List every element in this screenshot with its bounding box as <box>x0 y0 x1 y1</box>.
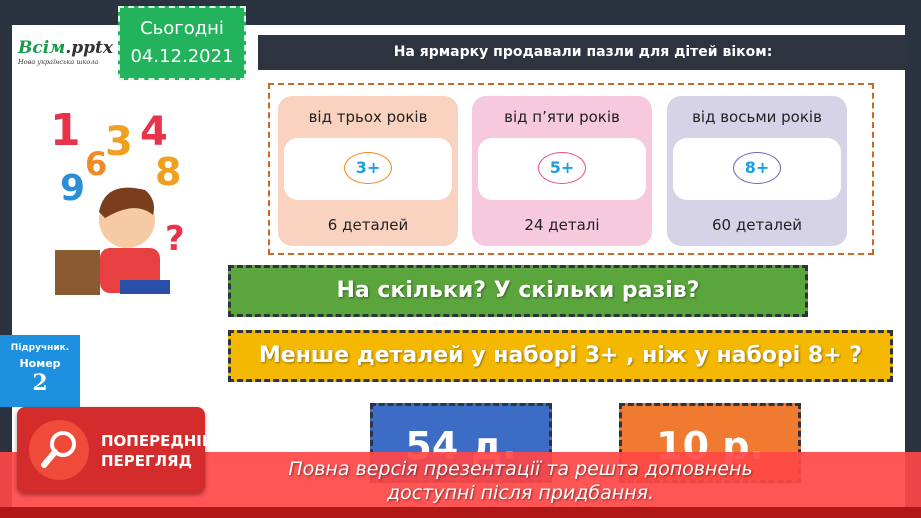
age-badge: 5+ <box>538 152 586 184</box>
logo: Всім.pptx Нова українська школа <box>18 38 113 66</box>
textbook-label: Підручник. <box>10 343 70 353</box>
question-bar-2: Менше деталей у наборі 3+ , ніж у наборі… <box>228 330 893 382</box>
numbers-boy-illustration: 1 3 4 6 8 9 ? <box>50 105 185 295</box>
age-badge: 8+ <box>733 152 781 184</box>
card-age-8: від восьми років 8+ 60 деталей <box>667 96 847 246</box>
banner-strip <box>0 507 921 518</box>
question-bar-1: На скільки? У скільки разів? <box>228 265 808 317</box>
svg-text:6: 6 <box>85 145 107 183</box>
card-age-5: від п’яти років 5+ 24 деталі <box>472 96 652 246</box>
age-badge: 3+ <box>344 152 392 184</box>
page-title: На ярмарку продавали пазли для дітей вік… <box>258 35 908 70</box>
date-badge: Сьогодні 04.12.2021 <box>118 6 246 80</box>
card-pieces: 24 деталі <box>524 216 600 234</box>
banner-line-1: Повна версія презентації та решта доповн… <box>288 458 753 480</box>
date-label: Сьогодні <box>140 18 224 39</box>
svg-text:?: ? <box>165 219 185 259</box>
banner-line-2: доступні після придбання. <box>386 482 655 504</box>
card-age: від п’яти років <box>504 108 620 126</box>
card-age: від восьми років <box>692 108 822 126</box>
card-age: від трьох років <box>308 108 428 126</box>
logo-tagline: Нова українська школа <box>18 58 99 66</box>
svg-text:8: 8 <box>155 150 181 194</box>
logo-brand: Всім <box>18 38 66 58</box>
card-age-3: від трьох років 3+ 6 деталей <box>278 96 458 246</box>
svg-text:9: 9 <box>60 168 85 209</box>
svg-text:4: 4 <box>140 109 168 155</box>
card-pieces: 6 деталей <box>327 216 409 234</box>
logo-ext: .pptx <box>65 38 114 58</box>
date-value: 04.12.2021 <box>130 46 234 67</box>
card-pieces: 60 деталей <box>712 216 802 234</box>
svg-text:1: 1 <box>50 105 81 156</box>
preview-title-2: ПЕРЕГЛЯД <box>101 452 192 470</box>
textbook-box: Підручник. Номер 2 <box>0 335 80 407</box>
textbook-number: 2 <box>32 370 48 396</box>
svg-text:3: 3 <box>105 119 133 165</box>
puzzle-frame <box>268 83 874 255</box>
preview-title-1: ПОПЕРЕДНІЙ <box>101 432 215 450</box>
textbook-number-label: Номер <box>19 357 61 370</box>
preview-badge[interactable]: ПОПЕРЕДНІЙ ПЕРЕГЛЯД <box>17 407 214 493</box>
magnifier-icon <box>29 420 89 480</box>
